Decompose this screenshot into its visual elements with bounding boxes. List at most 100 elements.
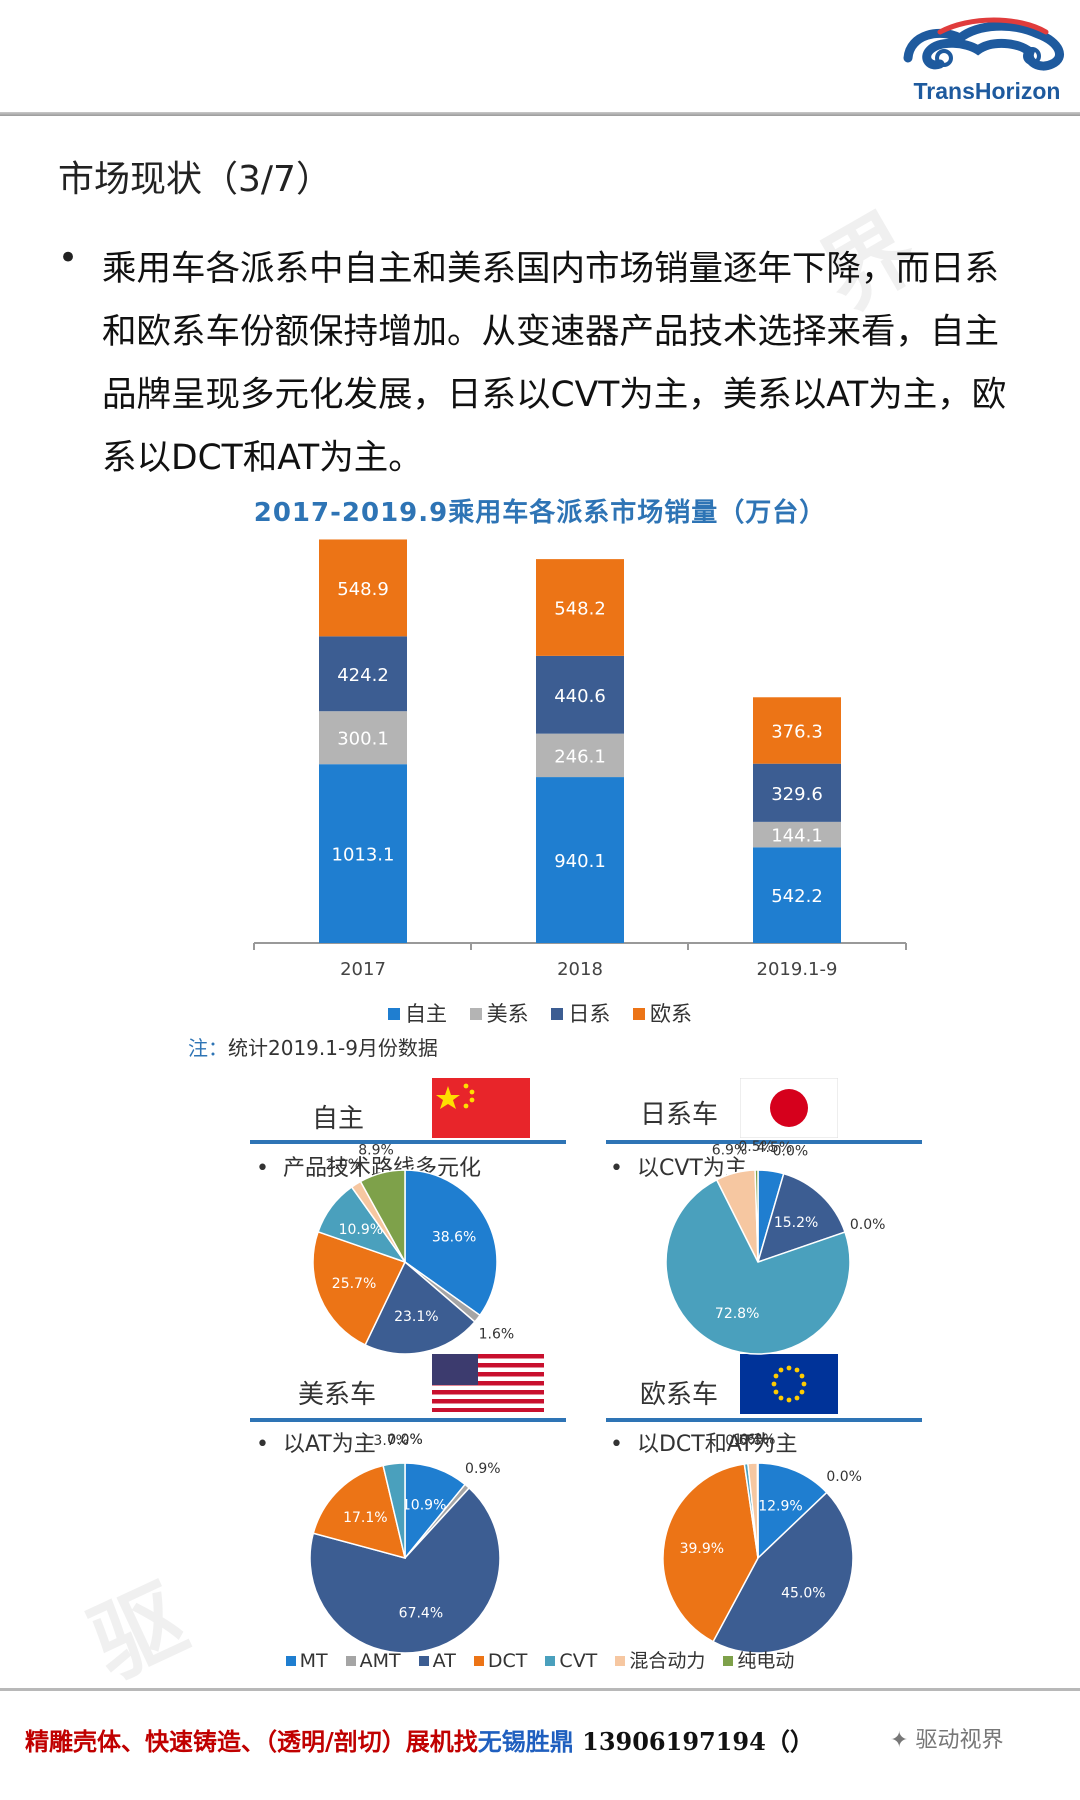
pie-value-label: 12.9% xyxy=(758,1499,802,1515)
wechat-account-name: 驱动视界 xyxy=(915,1728,1004,1753)
chart-note: 注：统计2019.1-9月份数据 xyxy=(188,1032,438,1061)
pie-slice xyxy=(757,1462,828,1560)
pie-slice xyxy=(754,1169,759,1263)
bar-segment xyxy=(536,733,624,778)
eu-flag-icon xyxy=(740,1354,838,1414)
bar-segment xyxy=(536,559,624,656)
legend-label: AT xyxy=(432,1650,456,1672)
panel-subtitle: • 以AT为主 xyxy=(256,1432,376,1457)
legend-label: 美系 xyxy=(486,1002,529,1026)
bar-value-label: 548.2 xyxy=(554,598,606,619)
pie-legend-item-at: AT xyxy=(418,1650,456,1672)
legend-item-meixi: 美系 xyxy=(469,998,529,1028)
legend-swatch xyxy=(615,1656,626,1666)
pie-slice xyxy=(309,1486,501,1654)
pie-slice xyxy=(756,1462,759,1559)
bar-chart: 1013.1 300.1 424.2 548.9 2017 940.1 246.1 440.6… xyxy=(253,539,907,980)
legend-item-ouxi: 欧系 xyxy=(633,998,692,1028)
pie-value-label: 39.9% xyxy=(680,1541,724,1557)
footer-text-1: 精雕壳体、快速铸造、（透明/剖切）展机找 xyxy=(25,1727,478,1756)
legend-swatch xyxy=(387,1008,400,1020)
panel-subtitle-text: 以DCT和AT为主 xyxy=(636,1432,798,1457)
footer-phone: 13906197194（ xyxy=(582,1727,790,1756)
pie-slice xyxy=(665,1178,851,1355)
bar-segment xyxy=(753,821,841,848)
bar-segment xyxy=(319,711,407,765)
pie-value-label: 0.0% xyxy=(387,1432,423,1448)
note-lead: 注： xyxy=(188,1036,228,1060)
bar-value-label: 376.3 xyxy=(771,721,823,742)
bar-value-label: 424.2 xyxy=(337,665,389,686)
panel-subtitle: • 产品技术路线多元化 xyxy=(256,1156,481,1181)
legend-swatch xyxy=(545,1656,556,1666)
transhorizon-logo xyxy=(903,17,1064,71)
pie-slice xyxy=(382,1462,406,1559)
legend-swatch xyxy=(285,1656,296,1666)
pie-slice xyxy=(756,1172,846,1264)
pie-value-label: 0.1% xyxy=(740,1432,776,1448)
pie-value-label: 38.6% xyxy=(432,1230,476,1246)
pie-value-label: 0.6% xyxy=(725,1433,761,1449)
legend-label: 日系 xyxy=(568,1002,611,1026)
bar-value-label: 440.6 xyxy=(554,686,606,707)
brand-name: TransHorizon xyxy=(913,78,1061,104)
legend-swatch xyxy=(473,1656,484,1666)
pie-value-label: 0.0% xyxy=(826,1469,862,1485)
pie-value-label: 15.2% xyxy=(774,1215,818,1231)
header-divider xyxy=(0,112,1080,116)
bullet-marker: • xyxy=(58,238,79,278)
legend-label: MT xyxy=(299,1650,328,1672)
pie-value-label: 0.0% xyxy=(387,1432,423,1448)
pie-value-label: 10.9% xyxy=(339,1222,383,1238)
pie-slice xyxy=(312,1230,407,1346)
pie-value-label: 23.1% xyxy=(394,1309,438,1325)
footer-ad: 精雕壳体、快速铸造、（透明/剖切）展机找无锡胜鼎 13906197194（） xyxy=(25,1722,814,1757)
legend-item-rixi: 日系 xyxy=(551,998,610,1028)
legend-swatch xyxy=(469,1008,482,1020)
bar-value-label: 144.1 xyxy=(771,826,823,847)
bar-segment xyxy=(753,697,841,764)
bar-value-label: 940.1 xyxy=(554,851,606,872)
pie-value-label: 0.9% xyxy=(465,1461,501,1477)
pie-legend-item-cvt: CVT xyxy=(545,1650,597,1672)
bar-segment xyxy=(319,539,407,637)
pie-value-label: 10.9% xyxy=(402,1497,446,1513)
legend-label: DCT xyxy=(487,1650,528,1672)
pie-value-label: 0.0% xyxy=(773,1144,809,1160)
bar-segment xyxy=(319,636,407,712)
panel-title-rixi: 日系车 xyxy=(640,1100,719,1130)
pie-legend-item-mt: MT xyxy=(285,1650,328,1672)
legend-label: 纯电动 xyxy=(737,1650,795,1672)
panel-title-zizhu: 自主 xyxy=(312,1104,365,1134)
x-tick-label: 2017 xyxy=(340,959,386,980)
pie-value-label: 4.5% xyxy=(757,1140,793,1156)
panel-divider xyxy=(606,1140,922,1144)
bar-chart-title: 2017-2019.9乘用车各派系市场销量（万台） xyxy=(253,498,827,528)
pie-legend-item-ev: 纯电动 xyxy=(723,1646,794,1673)
pie-value-label: 0.0% xyxy=(850,1217,886,1233)
legend-label: 自主 xyxy=(404,1002,447,1026)
page-title: 市场现状（3/7） xyxy=(58,159,332,200)
legend-swatch xyxy=(345,1656,356,1666)
legend-swatch xyxy=(418,1656,429,1666)
legend-label: 欧系 xyxy=(650,1002,693,1026)
bar-chart-legend: 自主 美系 日系 欧系 xyxy=(0,998,1080,1028)
panel-title-ouxi: 欧系车 xyxy=(640,1380,719,1410)
pie-slice xyxy=(712,1491,854,1654)
pie-legend-item-dct: DCT xyxy=(473,1650,528,1672)
legend-swatch xyxy=(551,1008,564,1020)
legend-item-zizhu: 自主 xyxy=(387,998,447,1028)
bar-value-label: 1013.1 xyxy=(332,845,395,866)
bar-value-label: 246.1 xyxy=(554,746,606,767)
panel-divider xyxy=(250,1140,566,1144)
pie-value-label: 1.6% xyxy=(733,1432,769,1448)
bar-segment xyxy=(753,847,841,943)
usa-flag-icon xyxy=(432,1354,544,1412)
pie-value-label: 2.0% xyxy=(325,1157,361,1173)
pie-value-label: 72.8% xyxy=(715,1306,759,1322)
pie-legend: MT AMT AT DCT CVT 混合动力 纯电动 xyxy=(0,1646,1080,1673)
pie-value-label: 17.1% xyxy=(343,1510,387,1526)
pie-slice xyxy=(312,1464,407,1560)
pie-slice xyxy=(404,1169,498,1317)
